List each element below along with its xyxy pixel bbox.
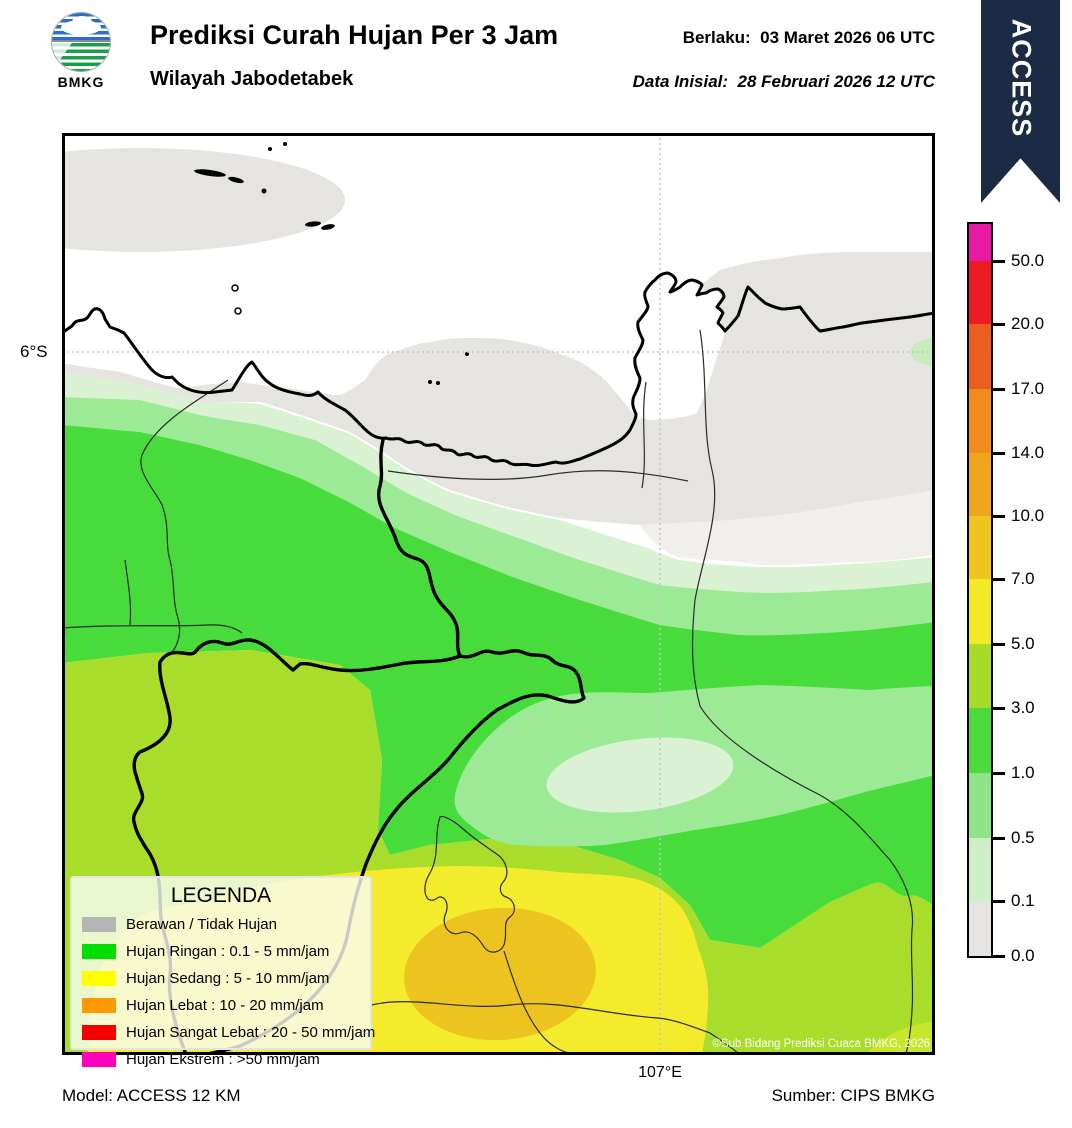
colorbar-tick (993, 577, 1005, 581)
legend-item-label: Hujan Sedang : 5 - 10 mm/jam (126, 969, 330, 987)
colorbar-tick-label: 0.0 (1011, 946, 1035, 965)
colorbar-tick (993, 954, 1005, 958)
legend-item: Berawan / Tidak Hujan (82, 913, 370, 935)
colorbar-tick-label: 50.0 (1011, 251, 1045, 270)
valid-time: Berlaku: 03 Maret 2026 06 UTC (682, 28, 935, 47)
colorbar-tick (993, 259, 1005, 263)
legend-item: Hujan Ringan : 0.1 - 5 mm/jam (82, 940, 370, 962)
colorbar-segment (969, 324, 991, 389)
bmkg-logo: BMKG (50, 12, 112, 90)
legend-item-label: Hujan Ringan : 0.1 - 5 mm/jam (126, 942, 330, 960)
colorbar-tick (993, 771, 1005, 775)
colorbar-tick (993, 514, 1005, 518)
colorbar-tick-label: 5.0 (1011, 634, 1035, 653)
latitude-label: 6°S (20, 342, 48, 361)
legend-item: Hujan Ekstrem : >50 mm/jam (82, 1048, 370, 1070)
legend-item-label: Hujan Sangat Lebat : 20 - 50 mm/jam (126, 1023, 376, 1041)
copyright-text: ©Sub Bidang Prediksi Cuaca BMKG, 2026 (712, 1038, 930, 1050)
colorbar-segment (969, 901, 991, 956)
bmkg-logo-icon (51, 12, 111, 72)
bmkg-logo-label: BMKG (57, 74, 105, 90)
colorbar-tick (993, 387, 1005, 391)
colorbar-tick-label: 17.0 (1011, 379, 1045, 398)
access-ribbon: ACCESS (981, 0, 1060, 203)
legend-item: Hujan Sedang : 5 - 10 mm/jam (82, 967, 370, 989)
band-01-05 (62, 372, 935, 593)
colorbar-tick-label: 7.0 (1011, 569, 1035, 588)
model-label: Model: ACCESS 12 KM (62, 1086, 241, 1105)
colorbar-tick (993, 322, 1005, 326)
map-border (62, 133, 935, 1055)
islands (194, 142, 469, 385)
colorbar-tick-label: 0.1 (1011, 891, 1035, 910)
initial-data-time: Data Inisial: 28 Februari 2026 12 UTC (632, 72, 935, 91)
colorbar-tick-label: 10.0 (1011, 506, 1045, 525)
legend-item: Hujan Sangat Lebat : 20 - 50 mm/jam (82, 1021, 375, 1043)
legend-swatch (82, 1051, 116, 1067)
legend-item-label: Berawan / Tidak Hujan (126, 915, 277, 933)
longitude-label: 107°E (638, 1064, 682, 1081)
colorbar-segment (969, 516, 991, 579)
colorbar-segment (969, 261, 991, 324)
colorbar-segment (969, 644, 991, 708)
colorbar-tick (993, 836, 1005, 840)
access-ribbon-label: ACCESS (1006, 18, 1036, 138)
legend-title: LEGENDA (170, 884, 272, 907)
colorbar-segment (969, 773, 991, 838)
legend-swatch (82, 970, 116, 986)
cloud-area-northwest (0, 148, 345, 252)
colorbar-tick (993, 706, 1005, 710)
source-label: Sumber: CIPS BMKG (771, 1086, 935, 1105)
colorbar-tick-label: 20.0 (1011, 314, 1045, 333)
colorbar-tick (993, 899, 1005, 903)
cloud-icon (72, 16, 92, 28)
colorbar: 50.0 20.0 17.0 14.0 10.0 7.0 5.0 3.0 1.0 0.5 0.1 0.… (967, 222, 1067, 965)
legend-swatch (82, 1024, 116, 1040)
band-01-05-core (546, 737, 734, 813)
legend-item-label: Hujan Ekstrem : >50 mm/jam (126, 1050, 320, 1068)
page-subtitle: Wilayah Jabodetabek (150, 68, 354, 90)
legend-item: Hujan Lebat : 10 - 20 mm/jam (82, 994, 370, 1016)
band-05-1 (62, 397, 935, 636)
coastline (60, 271, 937, 468)
colorbar-segment (969, 389, 991, 453)
district-boundaries (61, 329, 914, 1056)
band-7-10 (404, 907, 596, 1041)
legend-box: LEGENDA Berawan / Tidak Hujan Hujan Ringa… (70, 876, 375, 1068)
colorbar-bar (967, 222, 993, 958)
page-title: Prediksi Curah Hujan Per 3 Jam (150, 20, 559, 50)
colorbar-segment (969, 708, 991, 773)
band-trace (640, 490, 935, 565)
legend-swatch (82, 916, 116, 932)
colorbar-segment (969, 838, 991, 901)
graticule (62, 133, 935, 1055)
headland (634, 273, 725, 420)
colorbar-segment (969, 579, 991, 644)
colorbar-tick-label: 0.5 (1011, 828, 1035, 847)
colorbar-tick-label: 14.0 (1011, 443, 1045, 462)
colorbar-tick-label: 1.0 (1011, 763, 1035, 782)
legend-swatch (82, 943, 116, 959)
colorbar-tick (993, 451, 1005, 455)
colorbar-segment (969, 224, 991, 261)
colorbar-tick-label: 3.0 (1011, 698, 1035, 717)
legend-item-label: Hujan Lebat : 10 - 20 mm/jam (126, 996, 324, 1014)
colorbar-tick (993, 642, 1005, 646)
legend-items: Berawan / Tidak Hujan Hujan Ringan : 0.1 … (82, 913, 375, 1070)
legend-swatch (82, 997, 116, 1013)
colorbar-segment (969, 453, 991, 516)
